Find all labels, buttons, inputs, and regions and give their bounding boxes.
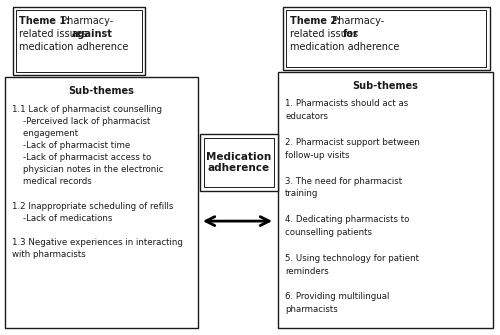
Text: related issues: related issues bbox=[19, 29, 90, 39]
Text: Theme 2:: Theme 2: bbox=[290, 16, 341, 26]
Text: 1.1 Lack of pharmacist counselling
    -Perceived lack of pharmacist
    engagem: 1.1 Lack of pharmacist counselling -Perc… bbox=[12, 105, 183, 259]
Text: against: against bbox=[72, 29, 112, 39]
Bar bbox=[282, 7, 490, 70]
Bar bbox=[5, 77, 198, 328]
Text: Theme 1:: Theme 1: bbox=[19, 16, 70, 26]
Bar bbox=[200, 134, 278, 191]
Text: related issues: related issues bbox=[290, 29, 361, 39]
Bar bbox=[16, 10, 142, 72]
Text: Sub-themes: Sub-themes bbox=[68, 86, 134, 96]
Text: medication adherence: medication adherence bbox=[19, 42, 128, 52]
Text: for: for bbox=[342, 29, 358, 39]
Bar bbox=[12, 7, 145, 75]
Text: Pharmacy-: Pharmacy- bbox=[329, 16, 384, 26]
Text: Pharmacy-: Pharmacy- bbox=[58, 16, 113, 26]
Bar bbox=[278, 72, 492, 328]
Text: 1. Pharmacists should act as
educators

2. Pharmacist support between
follow-up : 1. Pharmacists should act as educators 2… bbox=[285, 99, 420, 314]
Bar bbox=[286, 10, 486, 67]
Bar bbox=[204, 138, 274, 187]
Text: medication adherence: medication adherence bbox=[290, 42, 400, 52]
Text: Medication
adherence: Medication adherence bbox=[206, 152, 272, 173]
Text: Sub-themes: Sub-themes bbox=[352, 81, 418, 91]
